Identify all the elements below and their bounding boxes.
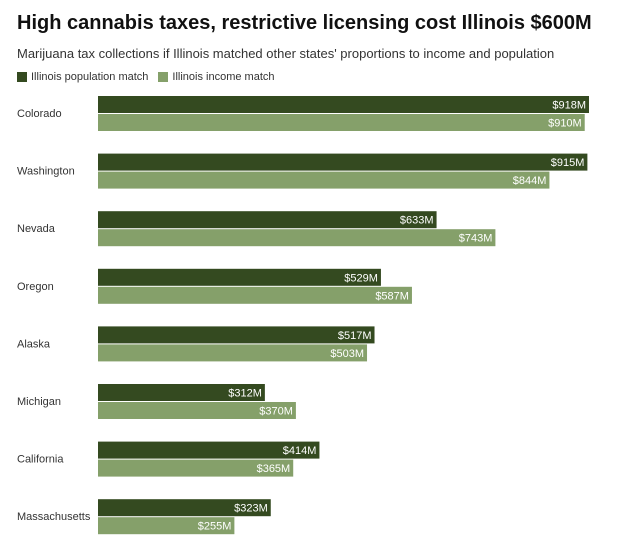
value-label-population-colorado: $918M [552, 100, 586, 112]
value-label-population-california: $414M [283, 445, 317, 457]
bar-population-washington [98, 153, 588, 171]
category-label-california: California [17, 454, 64, 466]
bar-population-michigan [98, 384, 265, 401]
legend-item-population: Illinois population match [17, 71, 148, 83]
bar-population-alaska [98, 326, 375, 344]
category-label-oregon: Oregon [17, 281, 54, 293]
value-label-population-washington: $915M [551, 157, 585, 169]
value-label-income-washington: $844M [513, 175, 547, 187]
category-label-washington: Washington [17, 166, 75, 178]
value-label-population-nevada: $633M [400, 215, 434, 227]
category-label-nevada: Nevada [17, 223, 56, 235]
value-label-population-alaska: $517M [338, 330, 372, 342]
category-label-massachusetts: Massachusetts [17, 511, 91, 523]
category-label-michigan: Michigan [17, 396, 61, 408]
value-label-population-massachusetts: $323M [234, 503, 268, 515]
value-label-income-california: $365M [257, 463, 291, 475]
bar-income-colorado [98, 114, 585, 131]
value-label-population-oregon: $529M [344, 272, 378, 284]
legend-swatch-population [17, 72, 27, 82]
bar-income-nevada [98, 229, 496, 247]
bar-income-oregon [98, 286, 412, 304]
legend-swatch-income [158, 72, 169, 82]
chart-title: High cannabis taxes, restrictive licensi… [17, 12, 592, 34]
bar-income-michigan [98, 402, 296, 419]
bar-income-alaska [98, 344, 368, 362]
value-label-income-oregon: $587M [375, 290, 409, 302]
value-label-income-massachusetts: $255M [198, 521, 232, 533]
bar-population-massachusetts [98, 499, 271, 517]
legend-item-income: Illinois income match [158, 71, 275, 83]
value-label-income-colorado: $910M [548, 118, 582, 130]
value-label-income-nevada: $743M [459, 233, 493, 245]
chart-subtitle: Marijuana tax collections if Illinois ma… [17, 46, 555, 61]
bar-income-massachusetts [98, 517, 235, 535]
bar-population-california [98, 441, 320, 459]
legend: Illinois population match Illinois incom… [17, 71, 285, 83]
category-label-colorado: Colorado [17, 108, 62, 120]
bar-population-colorado [98, 96, 589, 113]
value-label-population-michigan: $312M [228, 388, 262, 400]
value-label-income-michigan: $370M [259, 406, 293, 418]
bar-income-california [98, 459, 294, 477]
value-label-income-alaska: $503M [330, 348, 364, 360]
bar-population-nevada [98, 211, 437, 229]
category-label-alaska: Alaska [17, 338, 51, 350]
legend-label-income: Illinois income match [172, 71, 275, 83]
bar-population-oregon [98, 268, 381, 286]
bar-income-washington [98, 171, 550, 189]
legend-label-population: Illinois population match [31, 71, 149, 83]
